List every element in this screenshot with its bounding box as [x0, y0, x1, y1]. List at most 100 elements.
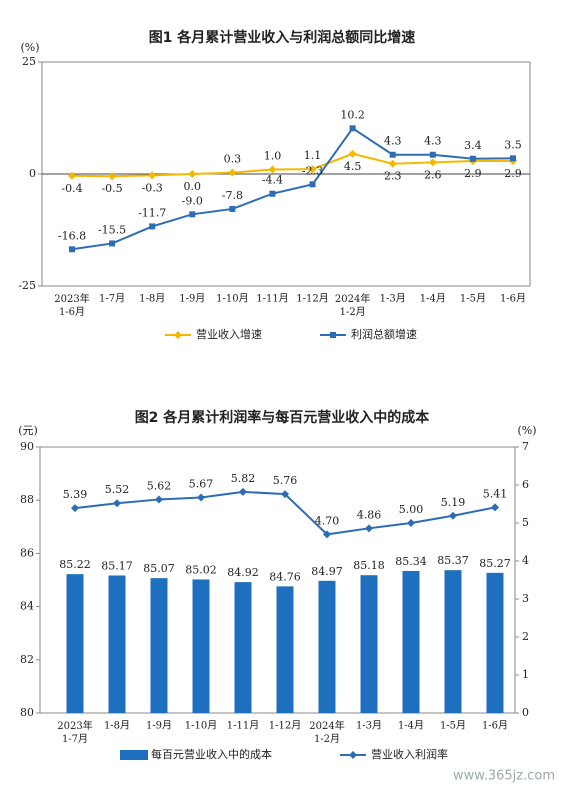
value-label: 84.92: [227, 566, 259, 579]
x-tick-label: 1-12月: [269, 720, 301, 732]
x-tick-label: 1-12月: [296, 293, 328, 305]
x-tick-label: 2024年 1-2月: [335, 292, 370, 318]
marker: [428, 158, 437, 167]
y-tick-label: 88: [20, 493, 34, 506]
value-label: 1.0: [264, 150, 282, 163]
x-tick-label: 1-9月: [146, 720, 172, 732]
value-label: 5.39: [63, 488, 88, 501]
legend-label: 每百元营业收入中的成本: [151, 747, 272, 761]
line: [71, 126, 514, 251]
value-label: 4.5: [344, 160, 362, 173]
x-tick-label: 1-11月: [256, 293, 288, 305]
value-label: 85.27: [479, 557, 511, 570]
y-unit: (元): [18, 424, 38, 437]
value-label: 84.76: [269, 570, 301, 583]
marker: [189, 211, 196, 218]
y2-tick-label: 4: [522, 554, 529, 567]
value-label: 85.07: [143, 562, 175, 575]
y2-unit: (%): [517, 424, 536, 437]
line: [71, 152, 513, 178]
y-tick-label: 0: [29, 167, 36, 180]
x-tick-label: 1-7月: [99, 293, 125, 305]
marker: [429, 151, 436, 158]
marker: [510, 155, 516, 162]
value-label: 85.18: [353, 559, 385, 572]
legend-label: 营业收入增速: [196, 327, 262, 341]
x-tick-label: 1-6月: [500, 293, 526, 305]
value-label: 4.86: [357, 508, 382, 521]
marker: [228, 168, 237, 177]
marker: [69, 246, 75, 253]
y2-tick-label: 1: [522, 668, 529, 681]
marker: [239, 487, 247, 496]
value-label: -15.5: [98, 223, 126, 236]
marker: [109, 240, 116, 247]
marker: [469, 155, 476, 162]
value-label: -7.8: [222, 189, 243, 202]
value-label: 2.3: [384, 170, 402, 183]
marker: [349, 125, 356, 132]
value-label: 0.0: [184, 180, 202, 193]
y-tick-label: 84: [20, 600, 34, 613]
marker: [281, 490, 289, 499]
x-tick-label: 2024年 1-2月: [309, 719, 344, 745]
value-label: -0.4: [61, 182, 82, 195]
bar: [276, 586, 294, 713]
value-label: 4.3: [424, 135, 442, 148]
y2-tick-label: 6: [522, 478, 529, 491]
value-label: -0.5: [101, 182, 122, 195]
value-label: 85.34: [395, 555, 427, 568]
value-label: 2.9: [464, 167, 482, 180]
value-label: 1.1: [304, 149, 322, 162]
x-tick-label: 1-10月: [185, 720, 217, 732]
bar: [444, 570, 462, 713]
line: [74, 490, 496, 536]
bar: [108, 575, 126, 713]
x-tick-label: 1-9月: [179, 293, 205, 305]
marker: [188, 170, 197, 178]
marker: [407, 519, 415, 527]
marker: [113, 499, 121, 508]
bar: [150, 578, 168, 713]
marker: [349, 751, 357, 759]
value-label: -9.0: [182, 194, 203, 207]
y-tick-label: -25: [18, 279, 36, 292]
y2-tick-label: 3: [522, 592, 529, 605]
value-label: -2.3: [302, 164, 323, 177]
bar: [360, 575, 378, 713]
marker: [148, 171, 157, 180]
marker: [108, 172, 117, 181]
value-label: 85.17: [101, 559, 133, 572]
marker: [309, 181, 316, 188]
bar: [402, 570, 420, 713]
value-label: -16.8: [58, 229, 86, 242]
marker: [348, 149, 357, 158]
y-unit: (%): [20, 41, 39, 54]
value-label: 5.52: [105, 483, 130, 496]
value-label: 85.02: [185, 563, 217, 576]
value-label: -11.7: [138, 206, 166, 219]
value-label: 85.37: [437, 554, 469, 567]
x-tick-label: 1-3月: [356, 720, 382, 732]
marker: [149, 223, 156, 230]
x-tick-label: 1-5月: [460, 293, 486, 305]
legend-label: 营业收入利润率: [371, 747, 448, 761]
marker: [68, 171, 76, 180]
value-label: -4.4: [262, 174, 283, 187]
legend-label: 利润总额增速: [351, 327, 417, 341]
value-label: 2.6: [424, 168, 442, 181]
bar: [318, 580, 336, 713]
legend-swatch: [120, 750, 148, 760]
y2-tick-label: 2: [522, 630, 529, 643]
marker: [174, 331, 182, 339]
y2-tick-label: 7: [522, 440, 529, 453]
y-tick-label: 82: [20, 653, 34, 666]
marker: [155, 495, 163, 504]
x-tick-label: 1-11月: [227, 720, 259, 732]
value-label: 3.4: [464, 139, 482, 152]
y2-tick-label: 0: [522, 706, 529, 719]
y-tick-label: 90: [20, 440, 34, 453]
bar: [234, 582, 252, 713]
